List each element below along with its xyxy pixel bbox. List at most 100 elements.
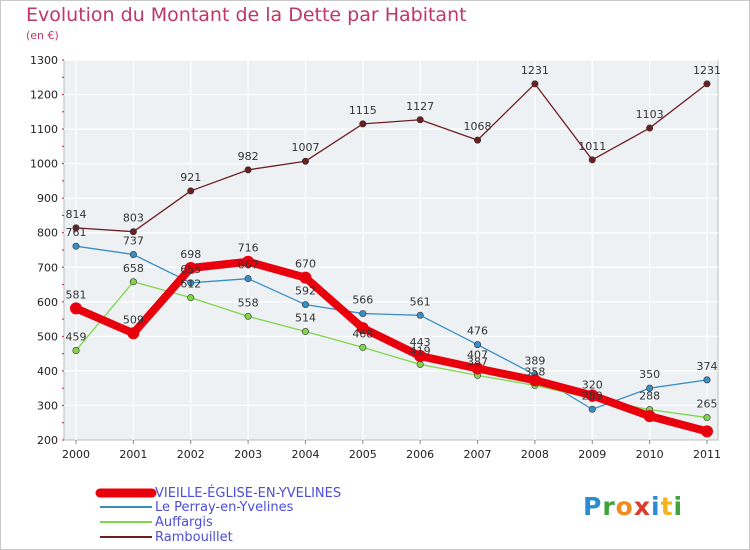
data-label-0: 581 <box>66 288 87 301</box>
data-label-0: 443 <box>410 336 431 349</box>
legend-label-le-perray: Le Perray-en-Yvelines <box>155 500 294 515</box>
data-point-3 <box>359 120 367 128</box>
series-line-3 <box>75 83 708 233</box>
y-tick-label: 1100 <box>30 123 58 136</box>
data-label-3: 1115 <box>349 104 377 117</box>
data-label-3: 1011 <box>578 140 606 153</box>
plot-area <box>63 59 719 441</box>
legend-label-auffargis: Auffargis <box>155 515 213 530</box>
data-label-1: 350 <box>639 368 660 381</box>
data-point-1 <box>359 310 367 318</box>
x-tick-label: 2005 <box>349 448 377 461</box>
y-tick-label: 1000 <box>30 158 58 171</box>
data-point-1 <box>187 279 195 287</box>
data-point-3 <box>72 224 80 232</box>
data-label-2: 265 <box>697 398 718 411</box>
data-point-2 <box>359 343 367 351</box>
y-tick-label: 900 <box>37 192 58 205</box>
data-point-2 <box>244 312 252 320</box>
data-label-1: 566 <box>352 294 373 307</box>
data-point-0 <box>356 322 369 335</box>
data-point-2 <box>187 294 195 302</box>
data-label-3: 982 <box>238 150 259 163</box>
x-tick-label: 2008 <box>521 448 549 461</box>
x-tick-label: 2002 <box>177 448 205 461</box>
data-label-1: 761 <box>66 226 87 239</box>
data-label-0: 670 <box>295 258 316 271</box>
data-point-3 <box>588 156 596 164</box>
data-label-0: 407 <box>467 348 488 361</box>
data-label-0: 716 <box>238 242 259 255</box>
data-label-3: 803 <box>123 212 144 225</box>
data-point-0 <box>242 255 255 268</box>
data-point-1 <box>301 301 309 309</box>
data-label-2: 459 <box>66 331 87 344</box>
x-tick-label: 2004 <box>291 448 319 461</box>
data-point-1 <box>646 384 654 392</box>
data-label-2: 658 <box>123 262 144 275</box>
y-tick-label: 700 <box>37 261 58 274</box>
data-label-3: 1231 <box>693 64 721 77</box>
data-label-2: 612 <box>180 278 201 291</box>
x-tick-label: 2000 <box>62 448 90 461</box>
y-tick-label: 200 <box>37 434 58 447</box>
logo-letter: t <box>660 492 674 521</box>
data-label-0: 509 <box>123 313 144 326</box>
logo-letter: x <box>633 492 651 521</box>
data-label-1: 667 <box>238 259 259 272</box>
data-label-1: 737 <box>123 234 144 247</box>
data-point-2 <box>301 328 309 336</box>
data-point-0 <box>299 271 312 284</box>
data-point-3 <box>244 166 252 174</box>
data-point-0 <box>643 410 656 423</box>
x-tick-label: 2007 <box>464 448 492 461</box>
data-label-2: 468 <box>352 327 373 340</box>
data-point-2 <box>129 278 137 286</box>
logo-letter: o <box>615 492 634 521</box>
y-tick-label: 600 <box>37 296 58 309</box>
data-point-3 <box>129 228 137 236</box>
x-tick-label: 2001 <box>119 448 147 461</box>
data-label-2: 358 <box>524 365 545 378</box>
legend-label-rambouillet: Rambouillet <box>155 530 233 545</box>
data-point-0 <box>701 425 713 438</box>
logo-letter: P <box>583 492 603 521</box>
data-point-0 <box>70 302 82 315</box>
y-tick-label: 400 <box>37 365 58 378</box>
data-label-0: 698 <box>180 248 201 261</box>
y-tick-label: 800 <box>37 227 58 240</box>
data-label-1: 592 <box>295 285 316 298</box>
data-label-2: 419 <box>410 344 431 357</box>
data-label-1: 561 <box>410 295 431 308</box>
unit-label: (en €) <box>26 29 59 42</box>
data-label-2: 320 <box>582 379 603 392</box>
data-label-2: 514 <box>295 312 316 325</box>
data-label-1: 655 <box>180 263 201 276</box>
data-point-1 <box>703 376 711 384</box>
x-tick-label: 2003 <box>234 448 262 461</box>
data-label-3: 1068 <box>464 120 492 133</box>
data-point-2 <box>72 347 80 355</box>
data-label-3: 1127 <box>406 100 434 113</box>
data-point-0 <box>471 362 484 375</box>
data-label-3: 1231 <box>521 64 549 77</box>
data-label-3: 921 <box>180 171 201 184</box>
data-label-1: 374 <box>697 360 718 373</box>
legend-label-vieille-eglise: VIEILLE-ÉGLISE-EN-YVELINES <box>155 486 342 501</box>
x-tick-label: 2010 <box>636 448 664 461</box>
data-point-1 <box>416 311 424 319</box>
data-point-1 <box>129 250 137 258</box>
data-point-0 <box>586 389 599 402</box>
data-point-3 <box>301 157 309 165</box>
data-point-1 <box>588 405 596 413</box>
data-label-3: 1007 <box>291 141 319 154</box>
y-tick-label: 1200 <box>30 89 58 102</box>
data-label-1: 389 <box>524 355 545 368</box>
x-tick-label: 2006 <box>406 448 434 461</box>
data-point-3 <box>416 116 424 124</box>
data-label-2: 387 <box>467 355 488 368</box>
chart-title: Evolution du Montant de la Dette par Hab… <box>26 4 467 26</box>
data-label-1: 289 <box>582 389 603 402</box>
data-label-3: 814 <box>66 208 87 221</box>
data-label-2: 558 <box>238 296 259 309</box>
